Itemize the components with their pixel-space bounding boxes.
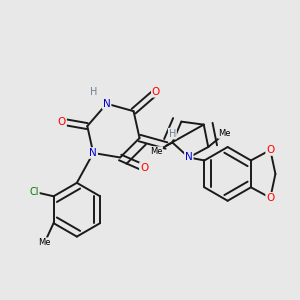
Text: O: O (152, 87, 160, 97)
Text: O: O (266, 193, 275, 203)
Text: H: H (169, 129, 176, 139)
Text: N: N (89, 148, 97, 158)
Text: Me: Me (150, 147, 162, 156)
Text: H: H (90, 87, 97, 97)
Text: N: N (185, 152, 193, 163)
Text: Me: Me (218, 129, 231, 138)
Text: O: O (58, 117, 66, 127)
Text: O: O (140, 163, 148, 173)
Text: O: O (266, 145, 275, 155)
Text: N: N (103, 99, 111, 109)
Text: Cl: Cl (29, 187, 39, 197)
Text: Me: Me (38, 238, 51, 247)
